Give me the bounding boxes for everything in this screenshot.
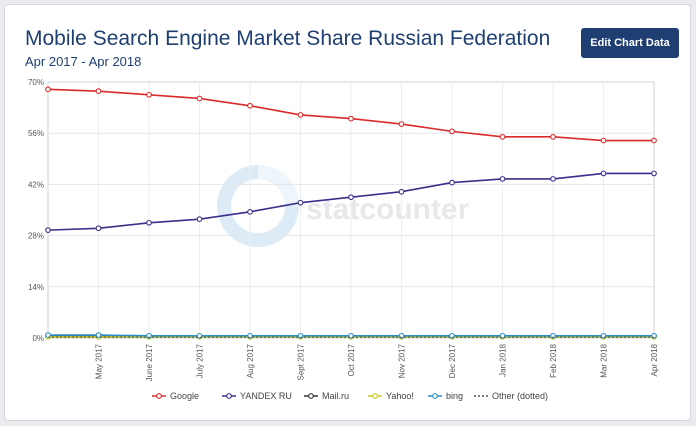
data-point[interactable]: [95, 332, 102, 338]
data-point[interactable]: [550, 176, 556, 182]
x-tick-label: Jan 2018: [499, 343, 508, 376]
chart-card: Mobile Search Engine Market Share Russia…: [4, 4, 691, 421]
x-tick-label: Aug 2017: [246, 343, 255, 378]
legend-label: Yahoo!: [386, 391, 414, 401]
data-point[interactable]: [651, 137, 657, 144]
x-axis: May 2017 June 2017 July 2017 Aug 2017 Sept 2…: [95, 343, 660, 381]
x-tick-label: Feb 2018: [549, 343, 558, 377]
page-subtitle: Apr 2017 - Apr 2018: [25, 54, 142, 69]
y-tick-label: 42%: [28, 180, 44, 189]
data-point[interactable]: [95, 225, 102, 232]
legend-item-mail-ru[interactable]: Mail.ru: [304, 391, 349, 401]
data-point[interactable]: [45, 86, 51, 93]
data-point[interactable]: [297, 112, 304, 118]
data-point[interactable]: [651, 170, 657, 177]
data-point[interactable]: [398, 121, 405, 127]
watermark-text: statcounter: [306, 193, 470, 226]
page-title: Mobile Search Engine Market Share Russia…: [25, 27, 551, 50]
y-tick-label: 0%: [32, 334, 44, 343]
data-point[interactable]: [600, 137, 607, 144]
data-point[interactable]: [146, 332, 152, 339]
legend-marker: [432, 393, 438, 399]
legend-item-other-dotted-[interactable]: Other (dotted): [474, 391, 548, 401]
x-tick-label: Sept 2017: [297, 343, 306, 380]
data-point[interactable]: [550, 134, 556, 140]
legend-label: Mail.ru: [322, 391, 349, 401]
data-point[interactable]: [398, 188, 405, 195]
data-point[interactable]: [499, 134, 506, 140]
legend-item-bing[interactable]: bing: [428, 391, 463, 401]
legend-label: bing: [446, 391, 463, 401]
data-point[interactable]: [45, 227, 51, 233]
data-point[interactable]: [196, 95, 203, 102]
legend-marker: [308, 393, 314, 399]
statcounter-watermark: statcounter: [217, 165, 470, 247]
data-point[interactable]: [45, 332, 51, 338]
x-tick-label: Nov 2017: [398, 343, 407, 378]
legend-label: Google: [170, 391, 199, 401]
x-tick-label: July 2017: [196, 343, 205, 378]
data-point[interactable]: [348, 115, 354, 122]
x-tick-label: June 2017: [145, 343, 154, 381]
edit-chart-data-button[interactable]: Edit Chart Data: [581, 28, 679, 58]
data-point[interactable]: [196, 216, 203, 222]
y-tick-label: 14%: [28, 283, 44, 292]
legend[interactable]: Google YANDEX RU Mail.ru Yahoo! bing Other (d…: [152, 391, 548, 401]
x-tick-label: Oct 2017: [347, 343, 356, 376]
series-lines: [45, 86, 657, 340]
y-tick-label: 28%: [28, 232, 44, 241]
data-point[interactable]: [146, 219, 152, 226]
x-tick-label: Apr 2018: [650, 343, 659, 376]
data-point[interactable]: [95, 88, 102, 94]
legend-marker: [156, 393, 162, 399]
x-tick-label: May 2017: [95, 343, 104, 379]
data-point[interactable]: [449, 128, 455, 135]
y-axis: 0% 14% 28% 42% 56% 70%: [28, 78, 44, 343]
data-point[interactable]: [499, 176, 506, 182]
legend-item-yandex-ru[interactable]: YANDEX RU: [222, 391, 292, 401]
legend-item-google[interactable]: Google: [152, 391, 199, 401]
data-point[interactable]: [297, 199, 304, 206]
data-point[interactable]: [449, 179, 455, 186]
legend-label: Other (dotted): [492, 391, 548, 401]
x-tick-label: Dec 2017: [448, 343, 457, 378]
data-point[interactable]: [146, 91, 152, 98]
x-tick-label: Mar 2018: [600, 343, 609, 377]
data-point[interactable]: [348, 194, 354, 201]
legend-marker: [226, 393, 232, 399]
data-point[interactable]: [247, 102, 253, 109]
data-point[interactable]: [247, 208, 253, 215]
data-point[interactable]: [600, 170, 607, 177]
legend-label: YANDEX RU: [240, 391, 292, 401]
legend-item-yahoo-[interactable]: Yahoo!: [368, 391, 414, 401]
y-tick-label: 70%: [28, 78, 44, 87]
y-tick-label: 56%: [28, 129, 44, 138]
legend-marker: [372, 393, 378, 399]
data-point[interactable]: [550, 332, 556, 339]
